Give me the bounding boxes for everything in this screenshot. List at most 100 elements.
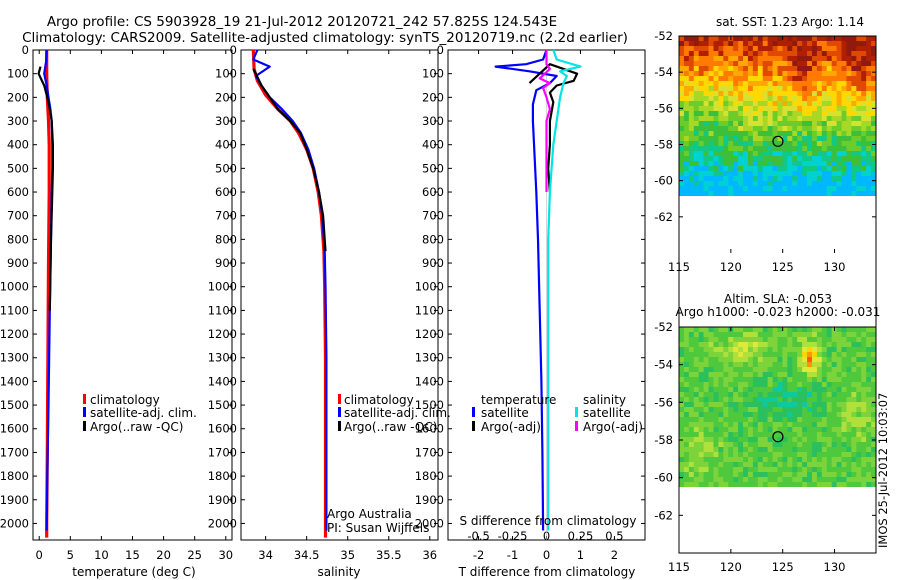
sst-cell: [841, 71, 848, 77]
y-tick-label: 500: [422, 161, 444, 175]
sla-cell: [708, 422, 715, 428]
sst-cell: [772, 176, 779, 182]
sst-cell: [821, 51, 828, 57]
sla-cell: [683, 452, 690, 458]
sst-cell: [871, 86, 876, 92]
sla-cell: [743, 332, 749, 338]
sla-cell: [846, 337, 852, 343]
sla-cell: [767, 447, 774, 453]
series-line-argo-raw-qc-: [37, 66, 54, 311]
sla-cell: [743, 347, 749, 353]
sla-cell: [743, 377, 749, 383]
sst-cell: [821, 96, 828, 102]
x-tick-label: 2: [611, 548, 618, 562]
sst-cell: [836, 136, 843, 142]
sla-cell: [767, 407, 774, 413]
sla-cell: [782, 402, 788, 408]
sst-cell: [747, 61, 754, 67]
sst-cell: [831, 186, 838, 192]
sla-cell: [861, 327, 867, 333]
sla-cell: [718, 477, 724, 483]
sla-cell: [698, 337, 705, 343]
sst-cell: [861, 146, 867, 152]
sst-cell: [767, 171, 774, 177]
sst-cell: [846, 146, 852, 152]
sst-cell: [772, 56, 779, 62]
sst-cell: [747, 161, 754, 167]
sst-cell: [816, 151, 823, 157]
sst-cell: [733, 56, 739, 62]
s-tick-label: 0.25: [568, 529, 594, 543]
sst-cell: [733, 121, 739, 127]
sst-cell: [718, 121, 724, 127]
sla-cell: [802, 327, 808, 333]
sst-cell: [782, 131, 788, 137]
sla-cell: [683, 402, 690, 408]
sla-cell: [807, 382, 813, 388]
sla-cell: [807, 462, 813, 468]
sla-cell: [738, 472, 744, 478]
sst-cell: [767, 126, 774, 132]
sst-cell: [807, 166, 813, 172]
sst-cell: [802, 131, 808, 137]
sst-cell: [762, 56, 769, 62]
sla-cell: [792, 327, 798, 333]
sst-cell: [816, 111, 823, 117]
sla-cell: [797, 372, 803, 378]
sst-cell: [718, 136, 724, 142]
sst-cell: [816, 86, 823, 92]
sla-cell: [772, 422, 779, 428]
sst-cell: [743, 176, 749, 182]
sst-cell: [856, 91, 862, 97]
s-tick-label: -0.5: [467, 529, 489, 543]
sla-cell: [718, 427, 724, 433]
sla-cell: [747, 402, 754, 408]
sla-cell: [816, 477, 823, 483]
sla-cell: [792, 467, 798, 473]
sla-cell: [679, 462, 685, 468]
sla-cell: [757, 392, 764, 398]
sla-cell: [792, 357, 798, 363]
sla-cell: [713, 472, 719, 478]
sst-cell: [777, 186, 784, 192]
sla-cell: [866, 427, 872, 433]
sst-cell: [802, 136, 808, 142]
sst-cell: [787, 181, 793, 187]
sla-cell: [831, 442, 838, 448]
sla-cell: [767, 432, 774, 438]
sla-cell: [797, 382, 803, 388]
sst-cell: [807, 91, 813, 97]
sla-cell: [752, 342, 759, 348]
sst-cell: [767, 76, 774, 82]
y-tick-label: 400: [7, 138, 29, 152]
sla-cell: [733, 447, 739, 453]
sla-cell: [807, 417, 813, 423]
sla-cell: [698, 382, 705, 388]
sla-cell: [688, 412, 695, 418]
sst-cell: [772, 96, 779, 102]
sla-cell: [821, 332, 828, 338]
sst-cell: [738, 101, 744, 107]
sst-cell: [782, 96, 788, 102]
sla-cell: [713, 482, 719, 487]
sst-cell: [767, 136, 774, 142]
sla-cell: [688, 377, 695, 383]
sla-cell: [841, 477, 848, 483]
sla-cell: [772, 357, 779, 363]
sst-cell: [733, 106, 739, 112]
sst-cell: [807, 46, 813, 52]
sla-cell: [733, 357, 739, 363]
sst-cell: [693, 191, 700, 196]
sla-cell: [807, 342, 813, 348]
sst-cell: [787, 146, 793, 152]
sla-cell: [772, 382, 779, 388]
sst-cell: [688, 161, 695, 167]
sst-cell: [713, 56, 719, 62]
sla-cell: [752, 437, 759, 443]
sla-cell: [723, 447, 729, 453]
sst-cell: [841, 116, 848, 122]
sla-cell: [762, 347, 769, 353]
sla-cell: [713, 337, 719, 343]
sla-cell: [733, 417, 739, 423]
sst-cell: [816, 166, 823, 172]
